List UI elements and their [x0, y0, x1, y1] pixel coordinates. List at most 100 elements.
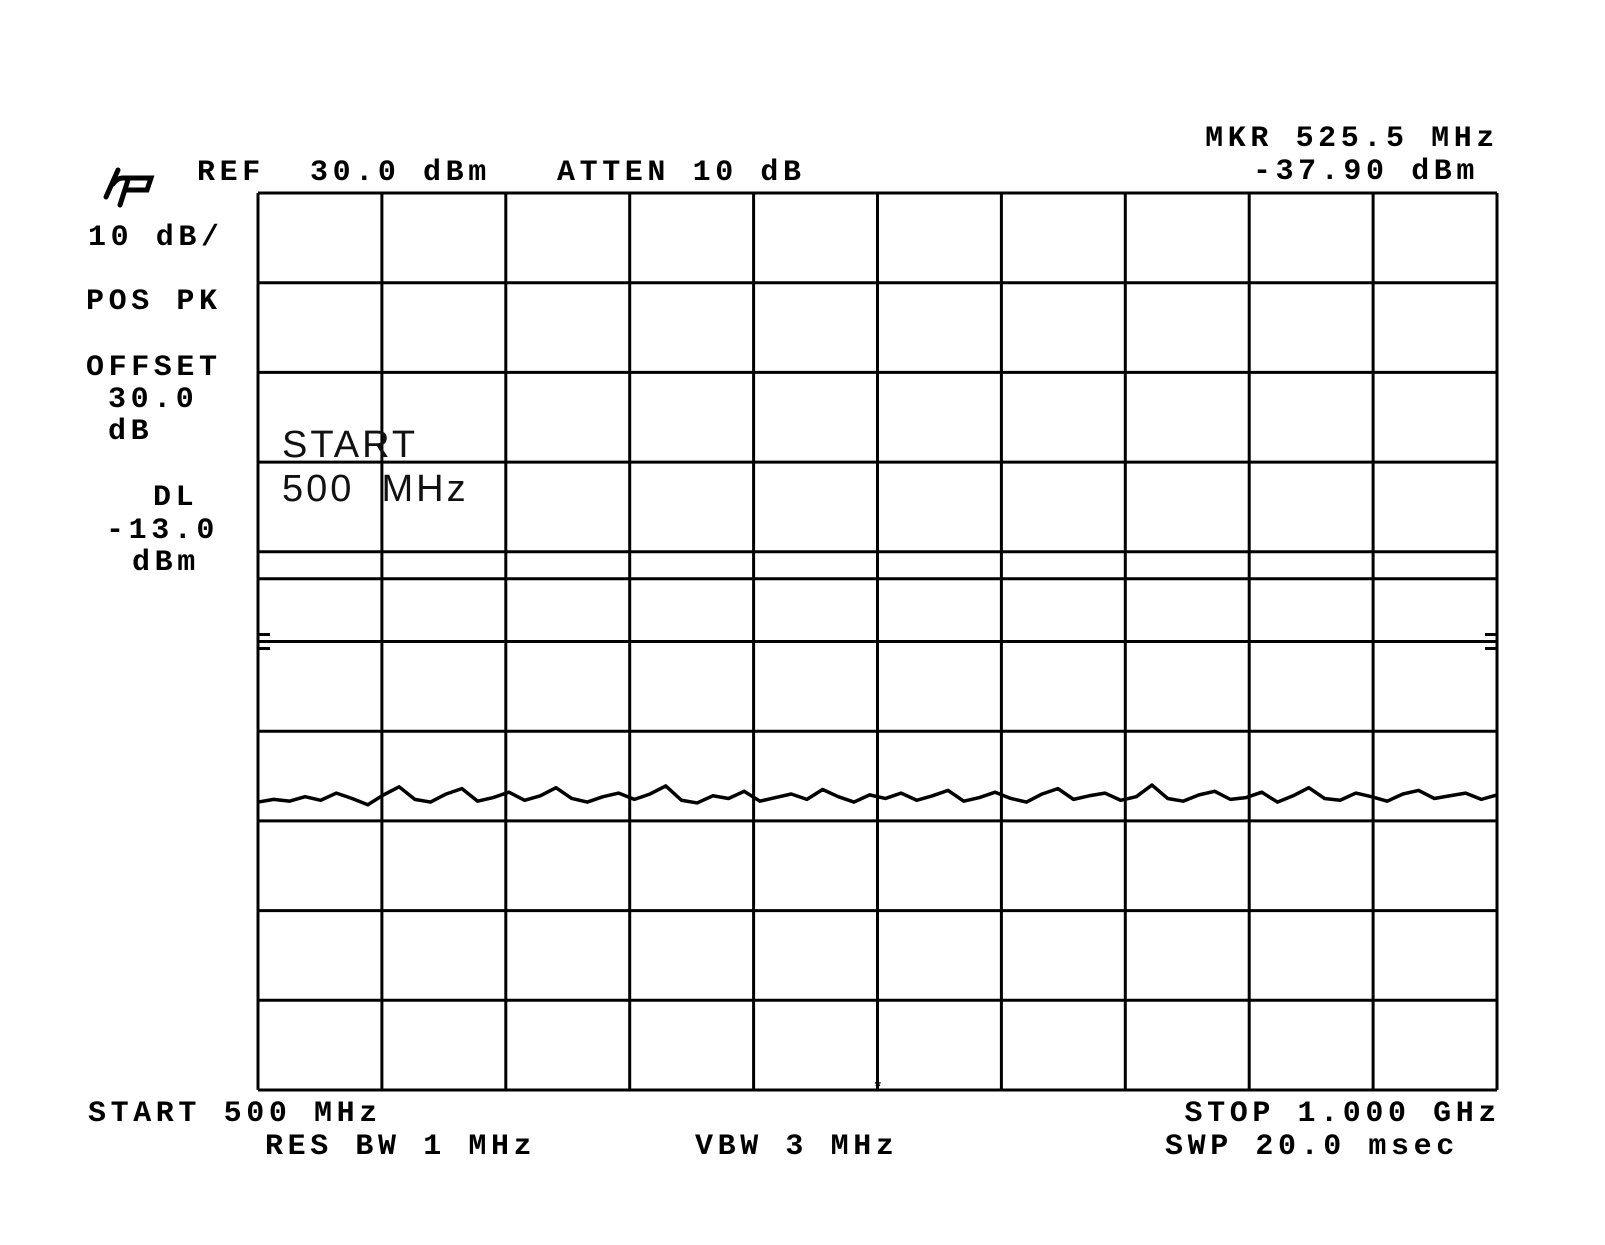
overlay-start-label: START	[282, 424, 419, 466]
trace-point	[1244, 796, 1248, 800]
trace-point	[1307, 786, 1311, 790]
trace-point	[444, 792, 448, 796]
trace-point	[915, 798, 919, 802]
trace-point	[1213, 789, 1217, 793]
trace-point	[538, 794, 542, 798]
trace-point	[1228, 797, 1232, 801]
trace-point	[742, 789, 746, 793]
trace-point	[1432, 796, 1436, 800]
trace-point	[1354, 791, 1358, 795]
trace-point	[381, 793, 385, 797]
trace-point	[977, 796, 981, 800]
trace-point	[256, 800, 260, 804]
marker-level: -37.90 dBm	[1252, 155, 1479, 189]
trace-point	[460, 787, 464, 791]
trace-point	[727, 796, 731, 800]
trace-point	[962, 799, 966, 803]
trace-point	[1119, 798, 1123, 802]
trace-point	[1103, 791, 1107, 795]
trace-point	[1072, 797, 1076, 801]
trace-point	[570, 796, 574, 800]
trace-point	[1495, 793, 1499, 797]
trace-point	[507, 790, 511, 794]
trace-point	[836, 795, 840, 799]
ref-level: REF 30.0 dBm	[197, 156, 491, 190]
trace-point	[523, 798, 527, 802]
trace-point	[1385, 799, 1389, 803]
trace-point	[366, 803, 370, 807]
trace-point	[711, 794, 715, 798]
trace-point	[852, 800, 856, 804]
trace-point	[930, 794, 934, 798]
trace-point	[993, 790, 997, 794]
marker-frequency: MKR 525.5 MHz	[1205, 122, 1499, 156]
trace-point	[1197, 793, 1201, 797]
trace-point	[350, 796, 354, 800]
display-line-value: -13.0	[106, 514, 220, 548]
center-marker: *	[873, 1079, 883, 1097]
resolution-bandwidth: RES BW 1 MHz	[265, 1130, 537, 1164]
hp-logo-icon	[103, 167, 155, 208]
trace-point	[679, 798, 683, 802]
graticule	[256, 191, 1499, 1092]
trace-point	[334, 791, 338, 795]
detector-mode: POS PK	[86, 285, 222, 319]
display-line-unit: dBm	[132, 546, 200, 580]
start-frequency: START 500 MHz	[88, 1097, 382, 1131]
trace-point	[429, 800, 433, 804]
trace-point	[1024, 800, 1028, 804]
trace-point	[491, 796, 495, 800]
trace-point	[476, 799, 480, 803]
trace-point	[272, 797, 276, 801]
trace-point	[899, 791, 903, 795]
trace-point	[1260, 790, 1264, 794]
trace-point	[758, 799, 762, 803]
trace-point	[617, 791, 621, 795]
trace-point	[601, 795, 605, 799]
trace-point	[1338, 798, 1342, 802]
trace-point	[1056, 787, 1060, 791]
stop-frequency: STOP 1.000 GHz	[1184, 1097, 1501, 1131]
trace-point	[883, 796, 887, 800]
trace-point	[805, 797, 809, 801]
trace-point	[303, 795, 307, 799]
trace-point	[789, 792, 793, 796]
trace-point	[413, 797, 417, 801]
offset-value: 30.0	[108, 383, 199, 417]
trace-point	[1134, 795, 1138, 799]
sweep-time: SWP 20.0 msec	[1165, 1130, 1459, 1164]
trace-point	[1040, 792, 1044, 796]
trace-point	[664, 784, 668, 788]
trace-point	[397, 785, 401, 789]
trace-point	[1417, 788, 1421, 792]
display-line-label: DL	[153, 481, 199, 515]
trace-point	[868, 793, 872, 797]
trace-point	[648, 792, 652, 796]
trace-point	[1291, 794, 1295, 798]
trace-point	[1370, 795, 1374, 799]
trace-point	[1322, 796, 1326, 800]
trace-point	[1448, 794, 1452, 798]
trace-point	[1009, 796, 1013, 800]
trace-points	[256, 783, 1499, 807]
trace-point	[1401, 792, 1405, 796]
trace-point	[821, 788, 825, 792]
trace-point	[287, 799, 291, 803]
trace-point	[1464, 791, 1468, 795]
trace-point	[1479, 797, 1483, 801]
trace-line	[257, 783, 1498, 807]
offset-unit: dB	[108, 415, 154, 449]
trace-point	[946, 788, 950, 792]
trace-point	[585, 800, 589, 804]
trace-point	[1087, 794, 1091, 798]
trace-point	[774, 796, 778, 800]
trace-point	[1166, 796, 1170, 800]
video-bandwidth: VBW 3 MHz	[695, 1130, 899, 1164]
overlay-start-value: 500 MHz	[282, 468, 469, 510]
display-line-markers	[258, 633, 1497, 650]
trace-point	[554, 786, 558, 790]
trace-point	[319, 798, 323, 802]
trace-point	[695, 801, 699, 805]
